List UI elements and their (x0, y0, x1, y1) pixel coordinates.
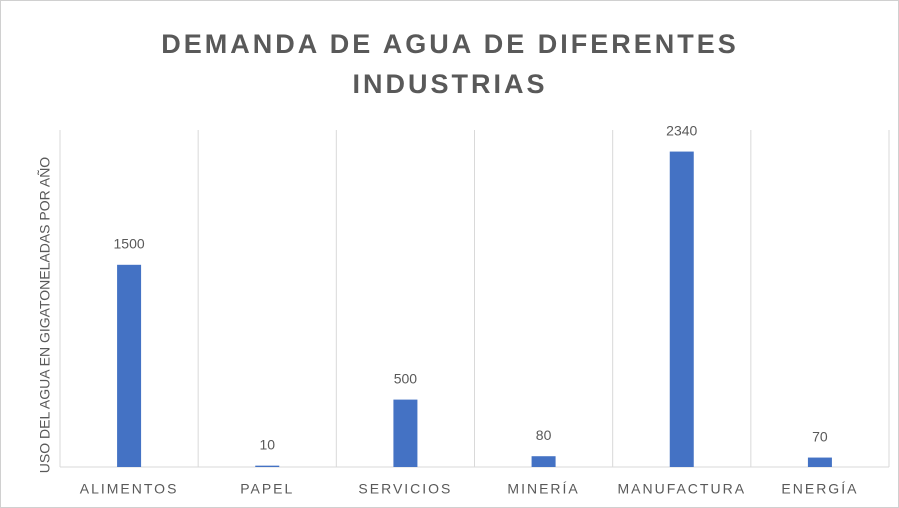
bar (393, 399, 418, 467)
data-label: 2340 (666, 122, 697, 138)
bar (807, 457, 832, 467)
data-label: 70 (812, 428, 828, 444)
x-tick-label: MANUFACTURA (617, 481, 746, 497)
data-label: 80 (536, 427, 552, 443)
data-label: 10 (259, 436, 275, 452)
y-axis-label: USO DEL AGUA EN GIGATONELADAS POR AÑO (37, 157, 53, 473)
x-tick-label: ALIMENTOS (80, 481, 179, 497)
bar (669, 151, 694, 467)
bar (117, 264, 142, 467)
x-tick-label: PAPEL (240, 481, 294, 497)
chart-title: DEMANDA DE AGUA DE DIFERENTES INDUSTRIAS (161, 29, 739, 99)
x-tick-label: ENERGÍA (781, 481, 858, 497)
bar (531, 456, 556, 467)
x-tick-label: SERVICIOS (358, 481, 452, 497)
x-tick-label: MINERÍA (507, 481, 579, 497)
bar (255, 465, 280, 467)
data-label: 500 (394, 370, 418, 386)
data-label: 1500 (114, 236, 145, 252)
